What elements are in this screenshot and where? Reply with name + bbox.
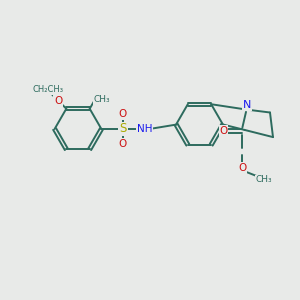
Text: CH₃: CH₃ [94, 95, 111, 104]
Text: S: S [119, 122, 127, 136]
Text: O: O [119, 139, 127, 149]
Text: O: O [119, 109, 127, 119]
Text: NH: NH [137, 124, 152, 134]
Text: N: N [242, 100, 251, 110]
Text: O: O [238, 163, 247, 173]
Text: O: O [219, 126, 228, 136]
Text: CH₂CH₃: CH₂CH₃ [33, 85, 64, 94]
Text: CH₃: CH₃ [256, 176, 272, 184]
Text: O: O [54, 96, 62, 106]
